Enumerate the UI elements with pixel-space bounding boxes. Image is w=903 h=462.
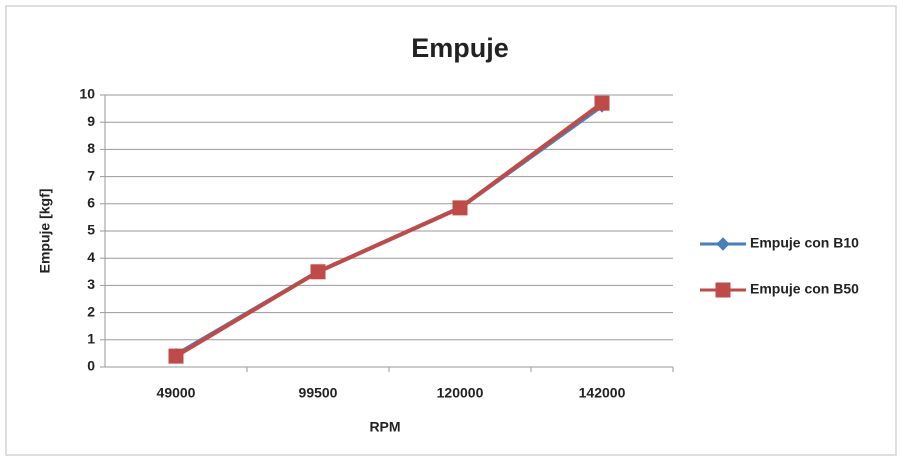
legend-label: Empuje con B50 <box>750 281 859 297</box>
marker <box>594 95 610 111</box>
marker <box>168 348 184 364</box>
x-tick-label: 99500 <box>299 385 338 401</box>
legend-marker <box>716 237 730 251</box>
legend-label: Empuje con B10 <box>750 235 859 251</box>
marker <box>452 200 468 216</box>
y-axis-label: Empuje [kgf] <box>37 189 53 274</box>
y-tick-label: 1 <box>87 331 95 347</box>
y-tick-label: 0 <box>87 358 95 374</box>
y-tick-label: 6 <box>87 195 95 211</box>
marker <box>310 264 326 280</box>
x-tick-label: 142000 <box>579 385 626 401</box>
legend-marker <box>715 282 731 298</box>
y-tick-label: 5 <box>87 222 95 238</box>
y-tick-label: 7 <box>87 167 95 183</box>
y-tick-label: 10 <box>79 86 95 102</box>
y-tick-label: 8 <box>87 140 95 156</box>
x-axis-label: RPM <box>369 419 400 435</box>
y-tick-label: 4 <box>87 249 95 265</box>
chart-title: Empuje <box>411 33 509 63</box>
y-tick-label: 2 <box>87 303 95 319</box>
y-tick-label: 3 <box>87 276 95 292</box>
y-tick-label: 9 <box>87 113 95 129</box>
series-line <box>174 101 604 358</box>
x-tick-label: 49000 <box>157 385 196 401</box>
x-tick-label: 120000 <box>437 385 484 401</box>
